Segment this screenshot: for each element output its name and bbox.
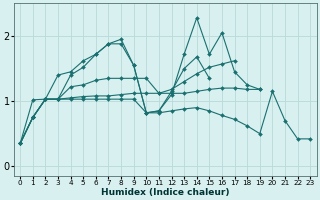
X-axis label: Humidex (Indice chaleur): Humidex (Indice chaleur) xyxy=(101,188,229,197)
